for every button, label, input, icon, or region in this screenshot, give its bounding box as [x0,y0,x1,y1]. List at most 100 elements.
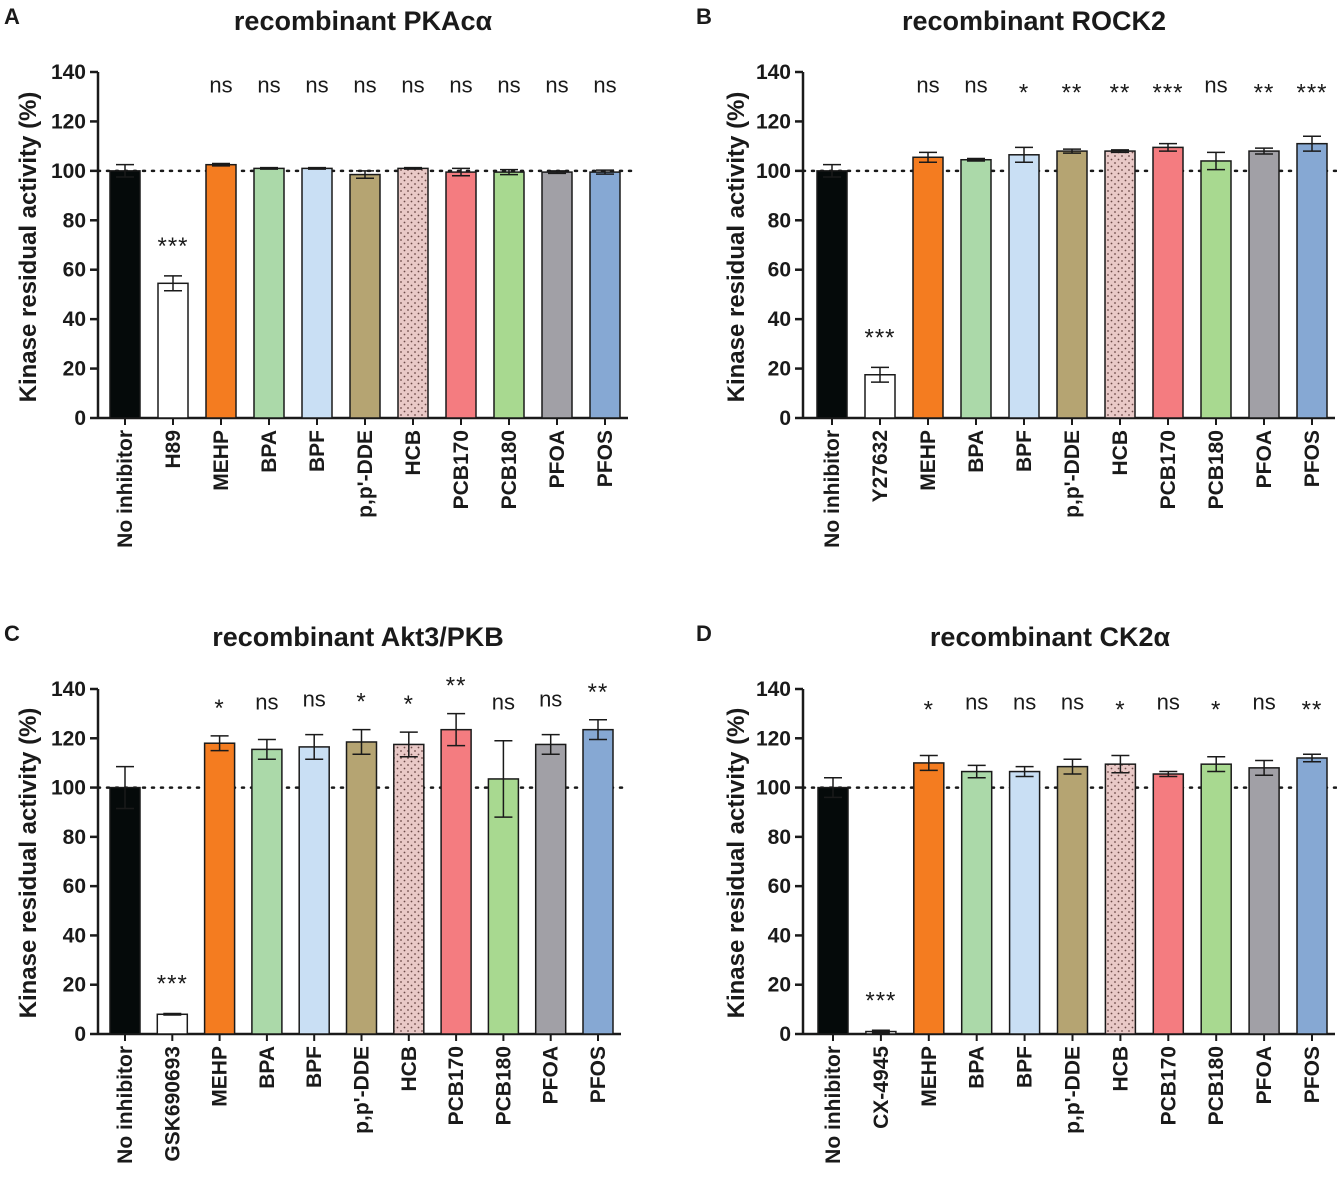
significance-mark: * [924,697,934,724]
bar [345,741,378,1035]
y-tick-label: 120 [756,110,791,133]
y-axis-label: Kinase residual activity (%) [15,92,42,403]
y-tick-label: 100 [756,777,791,800]
category-label: MEHP [210,430,233,491]
significance-mark: ns [492,690,515,715]
bar [1056,765,1089,1035]
bar [440,728,472,1035]
category-label: H89 [162,430,185,469]
y-axis-label: Kinase residual activity (%) [723,92,750,403]
significance-mark: * [404,691,414,718]
y-tick-label: 60 [63,875,86,898]
bar [1008,770,1041,1035]
chart-title: recombinant Akt3/PKB [212,622,504,652]
bar [1056,150,1088,419]
bar [203,742,236,1035]
category-label: PCB180 [492,1046,515,1125]
y-tick-label: 80 [768,826,791,849]
significance-mark: ** [1110,80,1131,107]
bar [1248,150,1280,419]
category-label: PFOS [1301,430,1324,487]
bar [487,778,520,1035]
y-tick-label: 0 [779,407,791,430]
y-tick-label: 20 [63,974,86,997]
category-label: PCB170 [1157,1046,1180,1125]
bar [582,728,614,1035]
bar [1248,767,1280,1035]
panel-letter: B [696,4,712,29]
y-tick-label: 40 [63,308,86,331]
y-tick-label: 120 [51,110,86,133]
bar [251,748,283,1035]
y-tick-label: 40 [63,924,86,947]
y-tick-label: 80 [768,209,791,232]
category-label: PCB170 [1157,430,1180,509]
panel-c: C recombinant Akt3/PKB Kinase residual a… [4,621,627,1164]
y-tick-label: 80 [63,826,86,849]
bar [298,746,330,1035]
category-label: BPF [1013,430,1036,472]
y-tick-label: 0 [779,1023,791,1046]
bar [1296,757,1328,1035]
category-label: p,p'-DDE [1062,1046,1085,1134]
y-tick-label: 20 [768,358,791,381]
bar [157,282,189,419]
y-tick-label: 100 [756,160,791,183]
y-axis-label: Kinase residual activity (%) [15,708,42,1019]
y-axis-label: Kinase residual activity (%) [723,708,750,1019]
category-label: BPF [1014,1046,1037,1088]
y-tick-label: 120 [51,727,86,750]
y-tick-label: 100 [51,160,86,183]
bar [205,163,237,419]
significance-mark: ns [1061,690,1084,715]
category-label: PCB170 [445,1046,468,1125]
chart-title: recombinant PKAcα [234,6,493,36]
category-label: No inhibitor [114,430,137,548]
category-label: p,p'-DDE [351,1046,374,1134]
chart-title: recombinant CK2α [930,622,1171,652]
significance-mark: *** [1296,80,1327,107]
category-label: MEHP [209,1046,232,1107]
bar [301,167,333,419]
significance-mark: ns [1013,690,1036,715]
bar [1200,763,1232,1035]
bar [445,171,477,419]
panel-d: D recombinant CK2α Kinase residual activ… [696,621,1337,1164]
significance-mark: ** [588,679,609,706]
y-tick-label: 0 [74,1023,86,1046]
panel-letter: D [696,621,712,646]
bar [589,171,621,419]
significance-mark: ns [305,73,328,98]
category-label: PFOS [587,1046,610,1103]
category-label: HCB [402,430,425,476]
category-label: No inhibitor [114,1046,137,1164]
y-tick-label: 20 [768,974,791,997]
bar [817,786,849,1035]
significance-mark: ns [964,73,987,98]
y-tick-label: 100 [51,777,86,800]
significance-mark: ** [1062,80,1083,107]
y-tick-label: 60 [63,259,86,282]
significance-mark: ns [1157,690,1180,715]
bar [960,770,993,1035]
significance-mark: *** [864,324,895,351]
category-label: No inhibitor [821,430,844,548]
category-label: PCB180 [1205,430,1228,509]
bar [1104,150,1136,419]
significance-mark: *** [157,233,188,260]
category-label: PCB170 [450,430,473,509]
significance-mark: ns [593,73,616,98]
bar [1104,763,1137,1035]
significance-mark: ns [303,687,326,712]
category-label: PFOA [1253,430,1276,488]
bar [1008,154,1040,419]
y-tick-label: 140 [756,61,791,84]
plot-area: 0 20 40 60 80 100 120 140 No inhibitor GSK690693 *… [51,673,627,1164]
bar [541,171,573,419]
category-label: BPF [306,430,329,472]
y-tick-label: 140 [51,678,86,701]
category-label: PCB180 [498,430,521,509]
significance-mark: * [1115,697,1125,724]
chart-title: recombinant ROCK2 [902,6,1166,36]
